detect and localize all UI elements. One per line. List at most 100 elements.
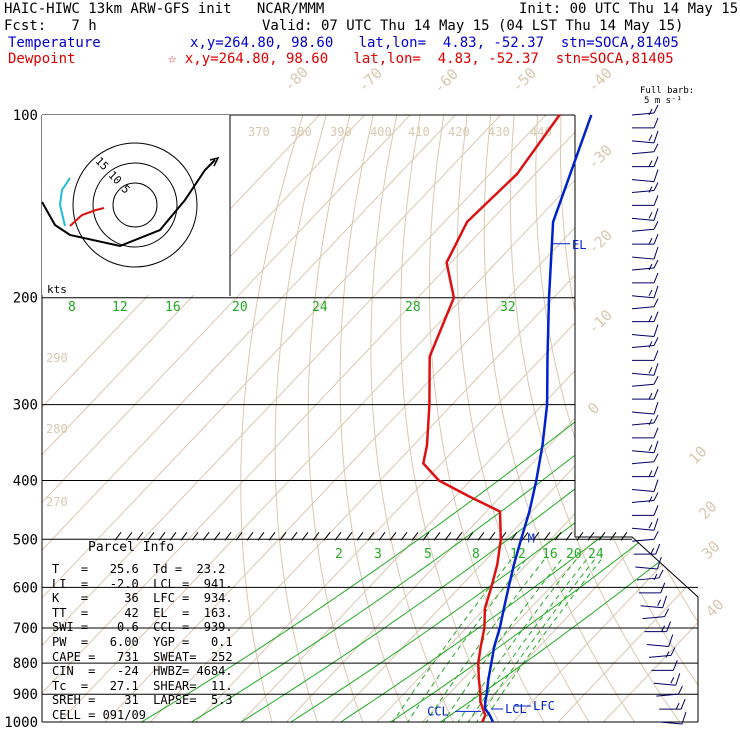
lcl-marker-label: LCL (505, 702, 527, 716)
dry-adiabat-line (702, 115, 740, 722)
wind-barb-flag (653, 440, 659, 453)
hatch-mark (488, 531, 496, 541)
wind-barb-flag (665, 651, 670, 658)
wind-barb-flag (653, 259, 659, 269)
wind-barb-flag (675, 673, 681, 686)
mixing-ratio-label: 32 (500, 300, 516, 315)
wind-barb-shaft (631, 140, 655, 144)
valid-time: Valid: 07 UTC Thu 14 May 15 (04 LST Thu … (262, 18, 684, 34)
isotherm-label: -10 (584, 306, 616, 338)
wind-barb-flag (648, 418, 653, 426)
wind-barb-flag (648, 496, 653, 503)
hatch-mark (466, 531, 474, 541)
wind-barb-flag (680, 698, 686, 710)
chart-frame-right (574, 115, 699, 722)
hatch-mark (367, 531, 375, 541)
hodograph-trace (41, 159, 216, 248)
pressure-label: 100 (13, 108, 38, 124)
wind-barb-flag (664, 608, 669, 617)
wind-barb-shaft (659, 721, 683, 725)
isotherm-label: 40 (702, 595, 728, 621)
wind-barb-flag (653, 427, 659, 439)
dry-adiabat-line (370, 115, 454, 722)
wind-barb-flag (677, 685, 683, 695)
wind-barb-shaft (631, 334, 655, 338)
hatch-mark (543, 531, 551, 541)
hatch-mark (290, 531, 298, 541)
wind-barb-flag (653, 401, 659, 415)
mixing-ratio-label: 12 (112, 300, 128, 315)
hatch-mark (235, 531, 243, 541)
wind-barb-flag (653, 195, 659, 206)
wind-barb-flag (648, 134, 653, 142)
parcel-info-row: CELL = 091/09 (52, 708, 146, 722)
mixing-ratio-label: 16 (165, 300, 181, 315)
parcel-info-title: Parcel Info (88, 540, 175, 555)
barb-key-units: 5 m s⁻¹ (644, 96, 682, 106)
wind-barb-flag (653, 130, 659, 143)
wind-barb-flag (653, 350, 659, 361)
parcel-info-row: SWI = 0.6 CCL = 939. (52, 620, 233, 635)
parcel-info-row: CAPE = 731 SWEAT= 252 (52, 649, 233, 664)
hatch-mark (191, 531, 199, 541)
hatch-mark (323, 531, 331, 541)
wind-barb-shaft (631, 527, 655, 531)
mixing-ratio-label: 8 (68, 300, 76, 315)
pressure-label: 1000 (4, 715, 38, 731)
hatch-mark (224, 531, 232, 541)
init-time: Init: 00 UTC Thu 14 May 15 (519, 1, 739, 17)
wind-barb-flag (653, 169, 659, 182)
wind-barb-flag (648, 315, 653, 322)
pressure-label: 600 (13, 580, 38, 596)
barb-key-title: Full barb: (640, 86, 695, 96)
hatch-mark (587, 531, 595, 541)
wind-barb-flag (648, 212, 653, 219)
hatch-mark (411, 531, 419, 541)
wind-barb-flag (653, 363, 659, 376)
pressure-label: 900 (13, 687, 38, 703)
hatch-mark (169, 531, 177, 541)
hodograph-units: kts (47, 283, 67, 296)
wind-barb-flag (653, 479, 659, 492)
wind-barb-flag (648, 470, 653, 477)
parcel-info-row: K = 36 LFC = 934. (52, 591, 233, 606)
theta-label: 290 (46, 351, 68, 365)
theta-label: 390 (330, 125, 352, 139)
isotherm-line (42, 115, 698, 722)
hatch-mark (378, 531, 386, 541)
wind-barb-flag (672, 660, 678, 671)
hatch-mark (279, 531, 287, 541)
isotherm-label: -40 (584, 64, 616, 96)
pressure-label: 400 (13, 473, 38, 489)
isotherm-label: -70 (354, 64, 386, 96)
hatch-mark (389, 531, 397, 541)
wind-barb-shaft (642, 616, 665, 620)
wind-barb-flag (648, 367, 653, 374)
wind-barb-shaft (631, 112, 655, 116)
wind-barb-flag (656, 556, 662, 570)
isotherm-line (467, 115, 698, 722)
hatch-mark (576, 531, 584, 541)
hatch-mark (114, 531, 122, 541)
dry-adiabat-line (456, 115, 590, 722)
wind-barb-shaft (635, 566, 658, 570)
hatch-mark (345, 531, 353, 541)
mixing-ratio-label: 28 (405, 300, 421, 315)
dry-adiabat-line (559, 115, 698, 722)
moist-adiabat-line (191, 297, 698, 722)
mixing-ratio-label: 16 (542, 547, 558, 562)
wind-barb-flag (657, 599, 662, 606)
dry-adiabat-line (307, 115, 364, 722)
wind-barb-flag (648, 186, 653, 193)
theta-label: 280 (46, 422, 68, 436)
isotherm-label: 10 (685, 442, 711, 468)
dry-adiabat-line (339, 115, 409, 722)
pressure-label: 200 (13, 291, 38, 307)
moist-adiabat-line (290, 297, 698, 722)
wind-barb-flag (653, 453, 659, 462)
hatch-mark (433, 531, 441, 541)
isotherm-label: -20 (584, 226, 616, 258)
el-marker-label: EL (572, 238, 586, 252)
pressure-label: 700 (13, 621, 38, 637)
hatch-mark (312, 531, 320, 541)
